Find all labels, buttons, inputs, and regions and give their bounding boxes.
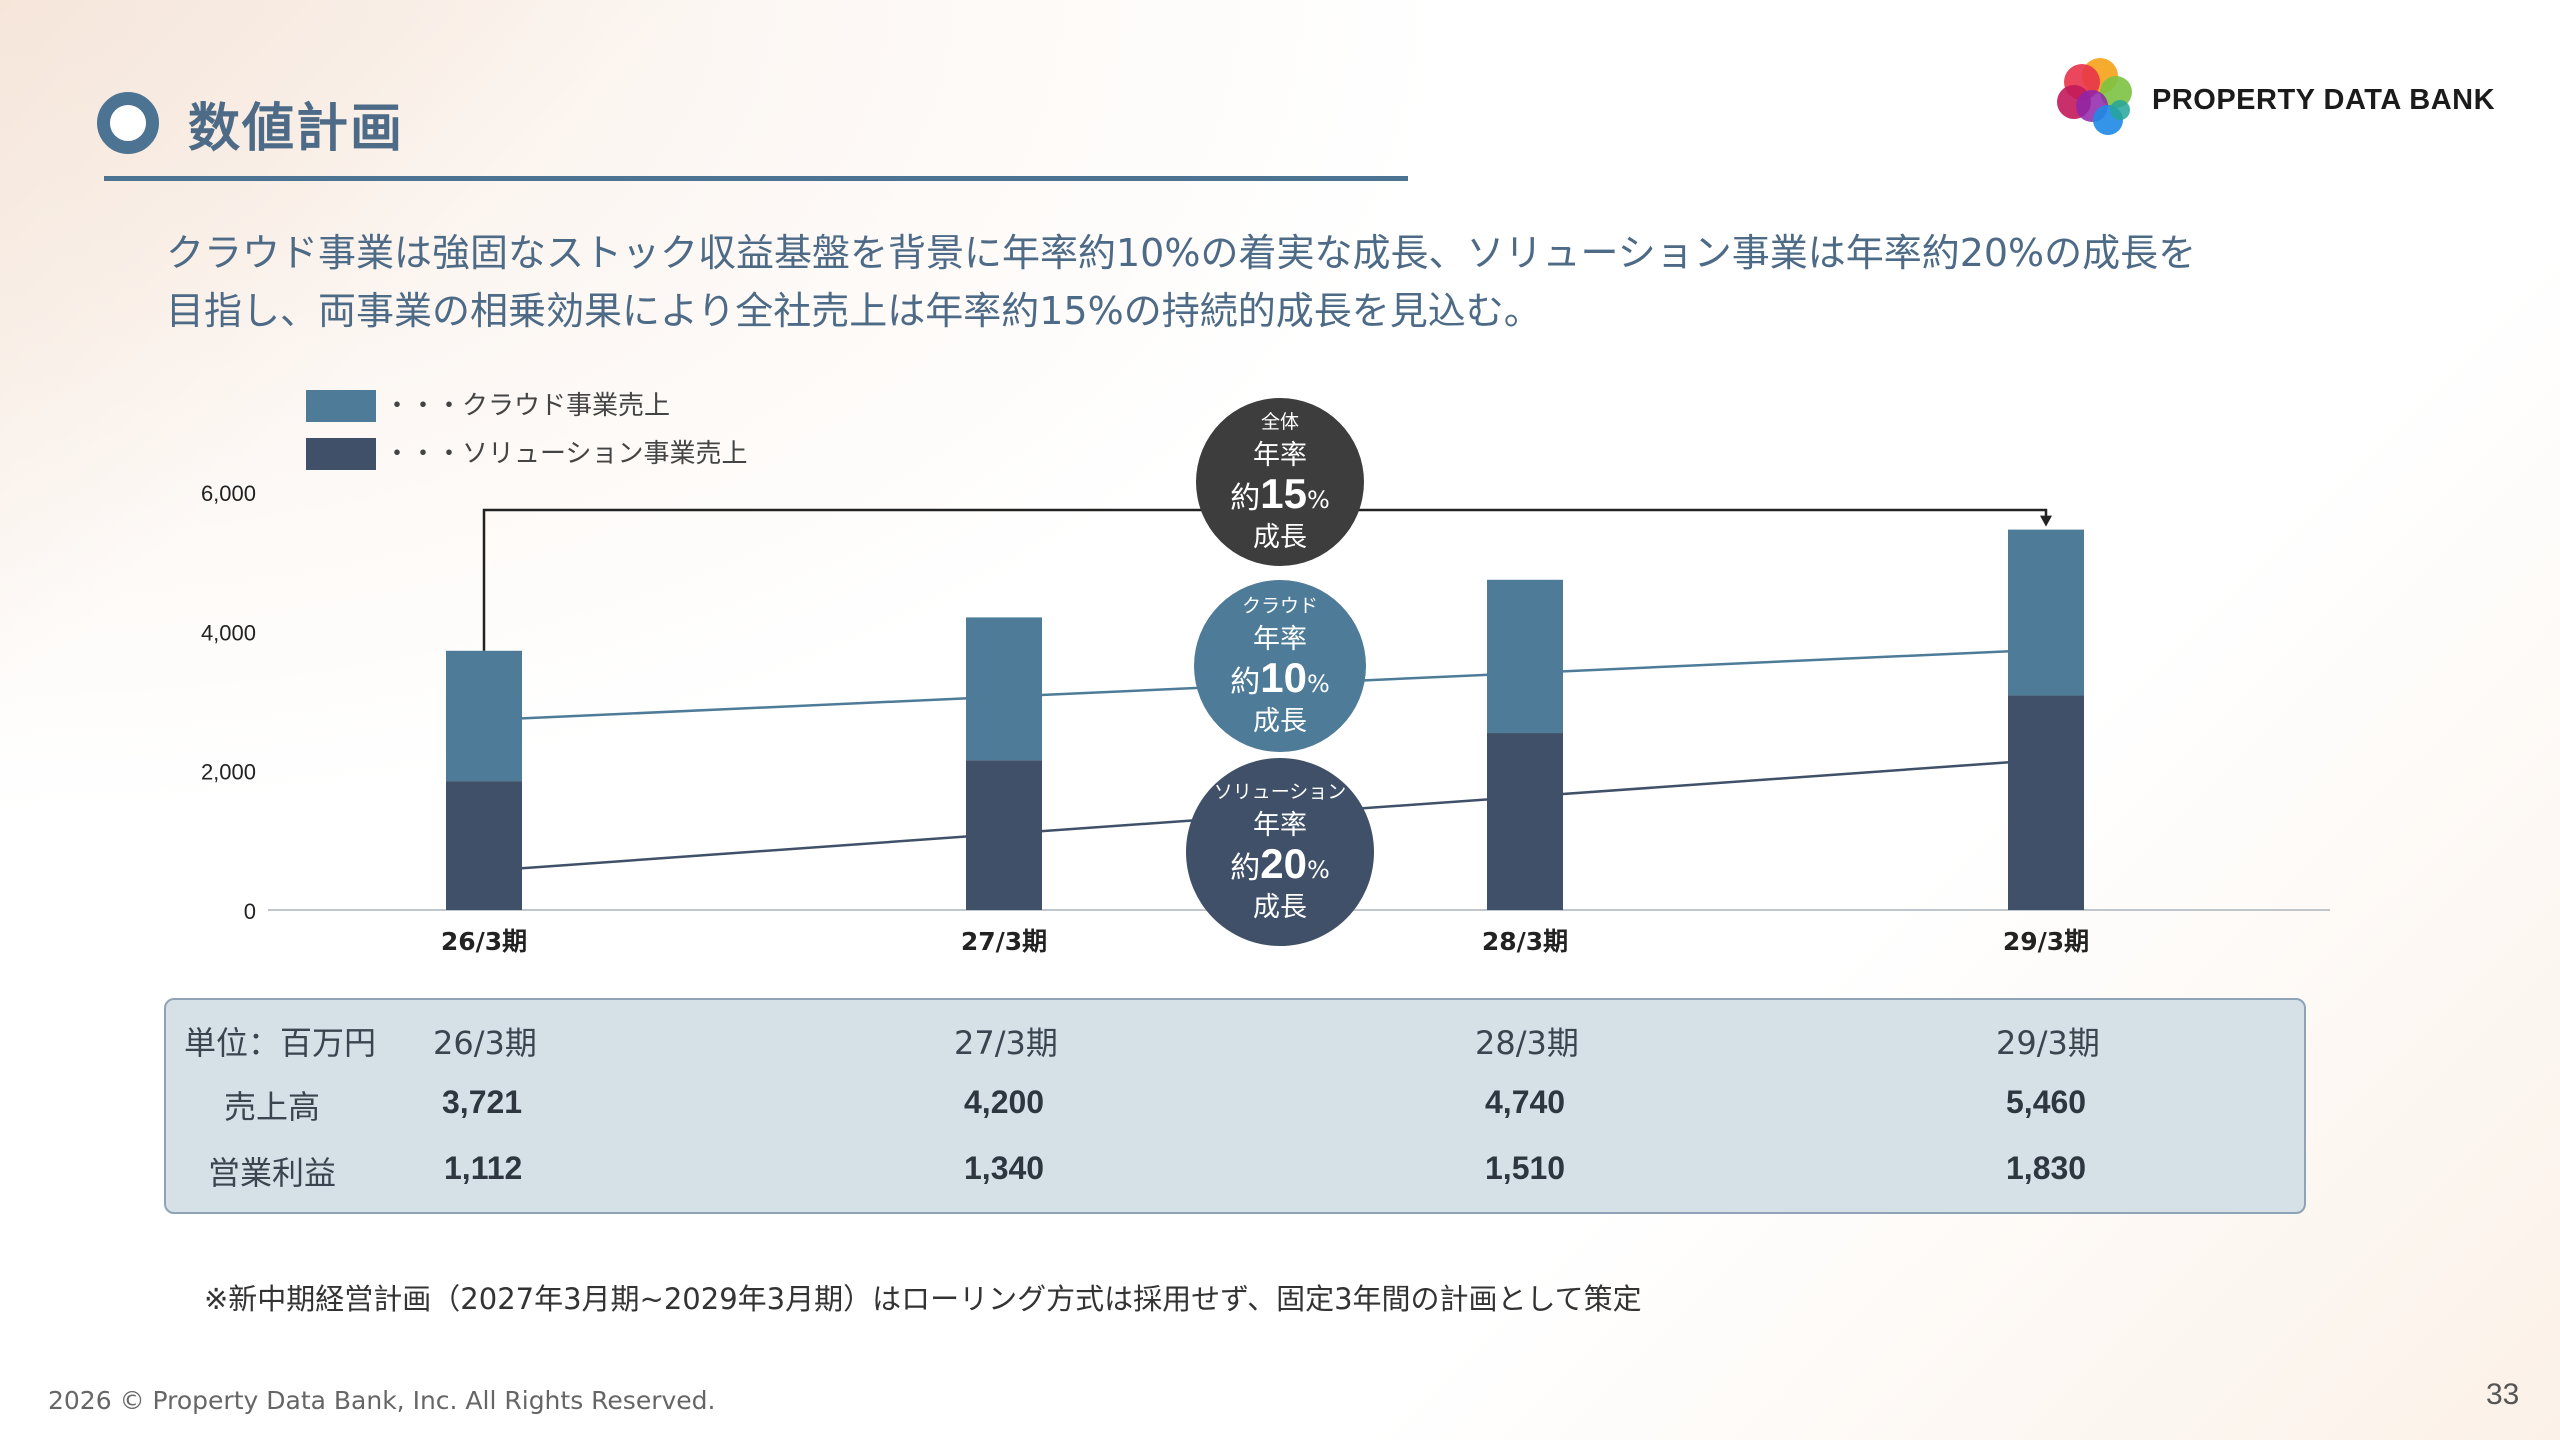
legend-swatch [306,390,376,422]
x-tick-label: 28/3期 [1482,927,1568,956]
bar-segment [1487,733,1563,910]
growth-badge-caption: 全体 [1261,411,1299,433]
copyright: 2026 © Property Data Bank, Inc. All Righ… [48,1386,716,1415]
x-tick-label: 29/3期 [2003,927,2089,956]
table-cell-op-profit-26: 1,112 [444,1150,523,1186]
y-tick-label: 2,000 [201,760,256,785]
table-cell-sales-27: 4,200 [964,1084,1045,1120]
table-cell-sales-28: 4,740 [1485,1084,1566,1120]
table-cell-op-profit-27: 1,340 [964,1150,1045,1186]
financial-table [164,998,2306,1214]
growth-badge-line1: 年率 [1253,440,1307,471]
title-underline [104,176,1408,181]
bar-segment [2008,695,2084,910]
page-number: 33 [2486,1378,2520,1411]
table-row-label-sales: 売上高 [224,1088,321,1126]
title-bullet-icon [97,92,159,154]
company-logo-icon [2057,58,2132,135]
y-tick-label: 6,000 [201,481,256,506]
table-header-26: 26/3期 [433,1024,537,1062]
bar-segment [2008,529,2084,696]
lead-text: クラウド事業は強固なストック収益基盤を背景に年率約10%の着実な成長、ソリューシ… [166,224,2366,340]
lead-line-1: クラウド事業は強固なストック収益基盤を背景に年率約10%の着実な成長、ソリューシ… [166,231,2197,275]
legend-label: ・・・ソリューション事業売上 [384,439,747,469]
brand-name: PROPERTY DATA BANK [2152,84,2496,116]
legend-label: ・・・クラウド事業売上 [384,391,670,421]
growth-badge-line1: 年率 [1253,624,1307,655]
bar-segment [1487,579,1563,734]
table-unit-label: 単位：百万円 [184,1024,377,1062]
table-header-29: 29/3期 [1996,1024,2100,1062]
lead-line-2: 目指し、両事業の相乗効果により全社売上は年率約15%の持続的成長を見込む。 [166,289,1542,333]
revenue-stacked-bar-chart: 0 2,000 4,000 6,000 ・・・クラウド事業売上・・・ソリューション事業売… [201,390,2330,956]
page-title: 数値計画 [188,99,405,159]
growth-badge-line3: 成長 [1253,892,1307,923]
growth-badge-rate: 約10% [1230,654,1330,701]
y-tick-label: 0 [244,899,256,924]
bar-segment [446,650,522,782]
bar-segment [966,617,1042,761]
cloud-trend-arrowhead [2011,646,2026,657]
growth-badge-rate: 約15% [1230,470,1330,517]
x-tick-label: 26/3期 [441,927,527,956]
y-tick-label: 4,000 [201,620,256,645]
bar-segment [446,781,522,910]
x-tick-label: 27/3期 [961,927,1047,956]
growth-badge-rate: 約20% [1230,840,1330,887]
table-header-28: 28/3期 [1475,1024,1579,1062]
footnote: ※新中期経営計画（2027年3月期~2029年3月期）はローリング方式は採用せず… [204,1282,1642,1316]
legend-swatch [306,438,376,470]
growth-badge [1186,758,1374,946]
table-cell-op-profit-29: 1,830 [2006,1150,2087,1186]
growth-badge-caption: クラウド [1242,595,1318,617]
table-cell-sales-29: 5,460 [2006,1084,2087,1120]
growth-badge-line3: 成長 [1253,706,1307,737]
growth-badge-line3: 成長 [1253,522,1307,553]
growth-badge-caption: ソリューション [1214,781,1347,803]
growth-badge [1196,398,1364,566]
growth-badge-line1: 年率 [1253,810,1307,841]
total-growth-arrowhead [2040,515,2052,527]
growth-badge [1194,580,1366,752]
table-cell-op-profit-28: 1,510 [1485,1150,1566,1186]
table-cell-sales-26: 3,721 [442,1084,523,1120]
solution-trend-arrowhead [2011,757,2026,768]
table-row-label-op-profit: 営業利益 [208,1154,337,1192]
table-header-27: 27/3期 [954,1024,1058,1062]
